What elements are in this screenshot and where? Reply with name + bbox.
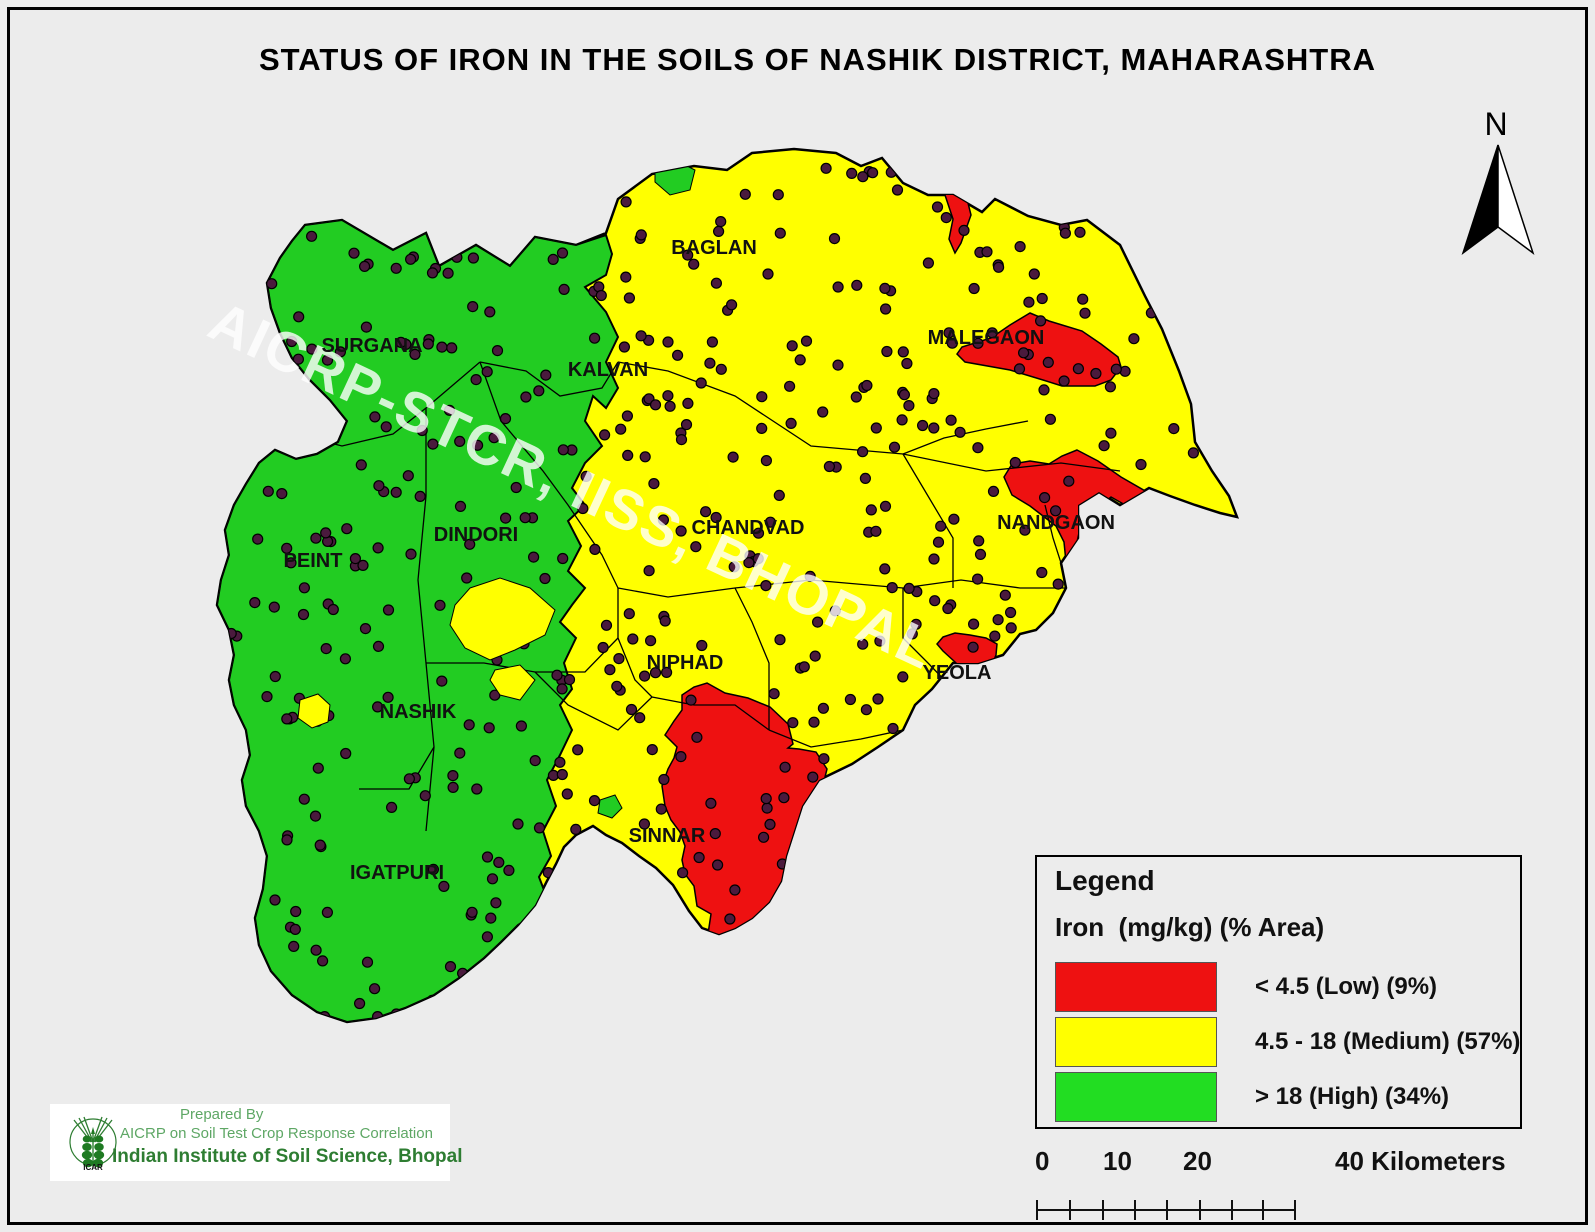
svg-text:ICAR: ICAR: [83, 1163, 103, 1172]
svg-text:0: 0: [1035, 1146, 1049, 1176]
svg-text:N: N: [1484, 106, 1507, 142]
svg-text:20: 20: [1183, 1146, 1212, 1176]
svg-text:KALVAN: KALVAN: [568, 359, 648, 381]
svg-text:IGATPURI: IGATPURI: [350, 862, 444, 884]
svg-text:PEINT: PEINT: [284, 550, 343, 572]
svg-text:DINDORI: DINDORI: [434, 524, 518, 546]
svg-text:SURGANA: SURGANA: [321, 335, 422, 357]
svg-text:40 Kilometers: 40 Kilometers: [1335, 1146, 1506, 1176]
svg-text:NIPHAD: NIPHAD: [647, 652, 724, 674]
svg-text:10: 10: [1103, 1146, 1132, 1176]
svg-text:SINNAR: SINNAR: [629, 825, 706, 847]
svg-text:NANDGAON: NANDGAON: [997, 512, 1115, 534]
svg-text:YEOLA: YEOLA: [923, 662, 992, 684]
svg-text:CHANDVAD: CHANDVAD: [692, 517, 805, 539]
svg-text:BAGLAN: BAGLAN: [671, 237, 757, 259]
svg-text:NASHIK: NASHIK: [380, 701, 457, 723]
svg-text:MALEGAON: MALEGAON: [928, 327, 1045, 349]
